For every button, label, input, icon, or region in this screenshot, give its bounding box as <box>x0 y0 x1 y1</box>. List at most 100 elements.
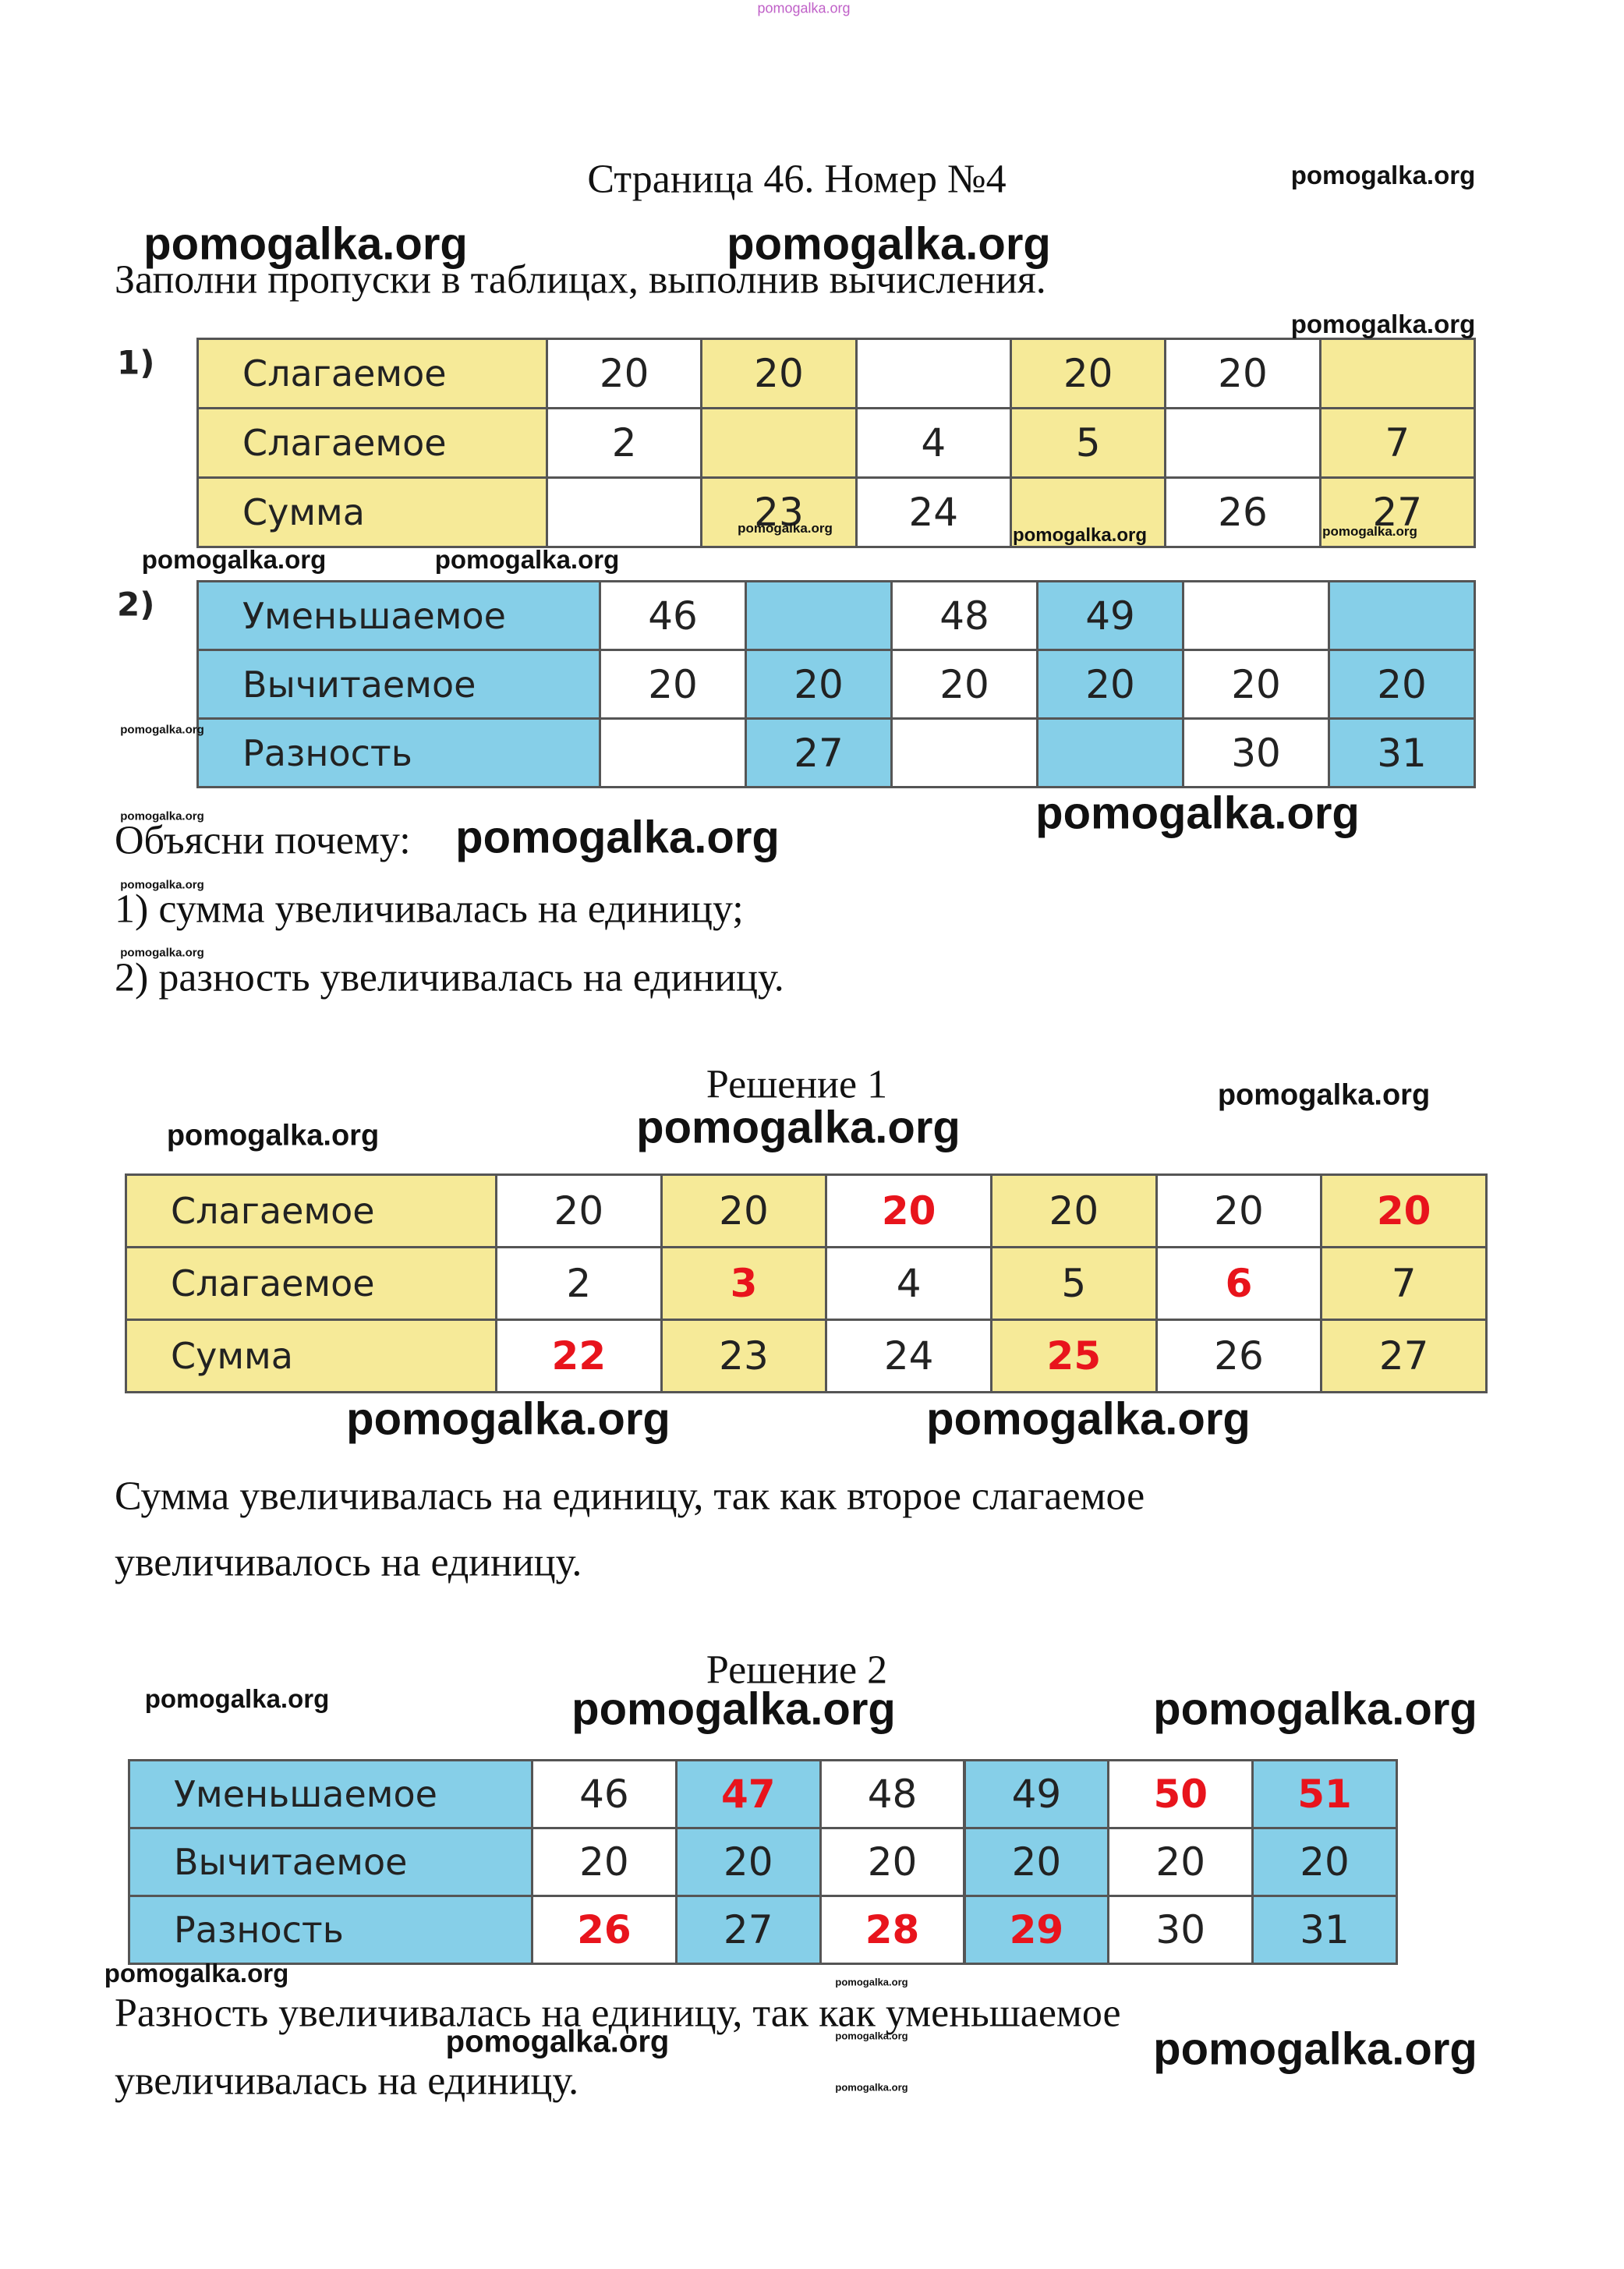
table-cell: 20 <box>1010 338 1167 409</box>
table-cell: 24 <box>854 476 1012 548</box>
watermark: pomogalka.org <box>104 1959 289 1988</box>
watermark: pomogalka.org <box>926 1393 1251 1445</box>
watermark: pomogalka.org <box>455 812 780 863</box>
table-cell: 26 <box>1155 1319 1323 1393</box>
row-label: Сумма <box>196 476 548 548</box>
row-label: Разность <box>196 717 601 788</box>
row-label: Уменьшаемое <box>196 580 601 651</box>
table-cell: 48 <box>819 1759 966 1829</box>
row-label: Слагаемое <box>196 407 548 479</box>
table-cell: 31 <box>1251 1895 1398 1965</box>
explain-line: 2) разность увеличивалась на единицу. <box>115 955 784 1000</box>
watermark: pomogalka.org <box>835 2030 908 2042</box>
table-cell: 7 <box>1320 1246 1488 1321</box>
table-cell: 49 <box>1036 580 1184 651</box>
table-cell: 27 <box>674 1895 822 1965</box>
table-cell <box>854 338 1012 409</box>
table-cell: 20 <box>599 649 747 720</box>
table-cell: 30 <box>1107 1895 1254 1965</box>
solution-text: увеличивалось на единицу. <box>115 1540 582 1585</box>
watermark: pomogalka.org <box>571 1683 896 1735</box>
table-cell: 7 <box>1318 407 1476 479</box>
table-cell: 20 <box>745 649 893 720</box>
watermark: pomogalka.org <box>1290 310 1476 338</box>
table-cell: 25 <box>990 1319 1158 1393</box>
watermark: pomogalka.org <box>346 1393 670 1445</box>
table-cell <box>1010 476 1167 548</box>
table-cell <box>1328 580 1476 651</box>
table-cell: 28 <box>819 1895 966 1965</box>
task: Заполни пропуски в таблицах, выполнив вы… <box>115 257 1046 303</box>
table-cell <box>1164 407 1321 479</box>
table-cell: 26 <box>531 1895 678 1965</box>
explain-line: 1) сумма увеличивалась на единицу; <box>115 887 744 932</box>
watermark: pomogalka.org <box>1217 1078 1431 1112</box>
watermark: pomogalka.org <box>144 1684 330 1713</box>
table-cell <box>890 717 1038 788</box>
table-cell: 20 <box>546 338 703 409</box>
table-cell: 20 <box>990 1173 1158 1248</box>
table-cell: 20 <box>1155 1173 1323 1248</box>
row-label: Сумма <box>125 1319 497 1393</box>
table-cell: 2 <box>546 407 703 479</box>
table-cell <box>1036 717 1184 788</box>
table-cell: 20 <box>819 1827 966 1897</box>
table-cell: 31 <box>1328 717 1476 788</box>
table-cell <box>1318 338 1476 409</box>
table-cell: 23 <box>660 1319 828 1393</box>
table-cell <box>1182 580 1330 651</box>
table-cell: 23 <box>700 476 858 548</box>
table-marker: 1) <box>117 343 155 382</box>
table-cell: 26 <box>1164 476 1321 548</box>
table-cell: 20 <box>1107 1827 1254 1897</box>
table-cell: 4 <box>854 407 1012 479</box>
table-cell <box>599 717 747 788</box>
table-cell: 24 <box>825 1319 992 1393</box>
table-cell <box>546 476 703 548</box>
table-cell: 20 <box>963 1827 1110 1897</box>
page-title: Страница 46. Номер №4 <box>587 157 1007 202</box>
table-marker: 2) <box>117 585 155 624</box>
row-label: Слагаемое <box>125 1173 497 1248</box>
table-cell: 5 <box>1010 407 1167 479</box>
table-cell: 6 <box>1155 1246 1323 1321</box>
table-cell: 30 <box>1182 717 1330 788</box>
row-label: Вычитаемое <box>196 649 601 720</box>
solution-text: Сумма увеличивалась на единицу, так как … <box>115 1474 1145 1519</box>
watermark: pomogalka.org <box>1035 788 1360 839</box>
watermark: pomogalka.org <box>141 545 327 574</box>
table-cell: 49 <box>963 1759 1110 1829</box>
table-cell: 20 <box>1164 338 1321 409</box>
watermark: pomogalka.org <box>120 878 204 892</box>
table-cell: 20 <box>674 1827 822 1897</box>
watermark: pomogalka.org <box>738 521 833 536</box>
watermark: pomogalka.org <box>835 2081 908 2094</box>
table-cell: 20 <box>1320 1173 1488 1248</box>
watermark: pomogalka.org <box>636 1102 961 1153</box>
watermark: pomogalka.org <box>120 946 204 960</box>
row-label: Уменьшаемое <box>128 1759 533 1829</box>
watermark: pomogalka.org <box>120 723 204 737</box>
table-cell: 2 <box>495 1246 663 1321</box>
table-cell: 27 <box>1320 1319 1488 1393</box>
table-cell: 20 <box>700 338 858 409</box>
table-cell: 20 <box>1036 649 1184 720</box>
row-label: Разность <box>128 1895 533 1965</box>
watermark: pomogalka.org <box>434 545 620 574</box>
watermark: pomogalka.org <box>1153 1683 1477 1735</box>
watermark: pomogalka.org <box>166 1119 380 1152</box>
table-cell: 46 <box>599 580 747 651</box>
table-cell: 22 <box>495 1319 663 1393</box>
solution-text: увеличивалась на единицу. <box>115 2058 579 2104</box>
table-cell: 4 <box>825 1246 992 1321</box>
table-cell: 20 <box>660 1173 828 1248</box>
table-cell: 27 <box>1318 476 1476 548</box>
watermark: pomogalka.org <box>143 218 468 270</box>
watermark: pomogalka.org <box>835 1976 908 1988</box>
solution-text: Разность увеличивалась на единицу, так к… <box>115 1991 1121 2036</box>
table-cell: 50 <box>1107 1759 1254 1829</box>
row-label: Слагаемое <box>125 1246 497 1321</box>
row-label: Слагаемое <box>196 338 548 409</box>
table-cell: 51 <box>1251 1759 1398 1829</box>
